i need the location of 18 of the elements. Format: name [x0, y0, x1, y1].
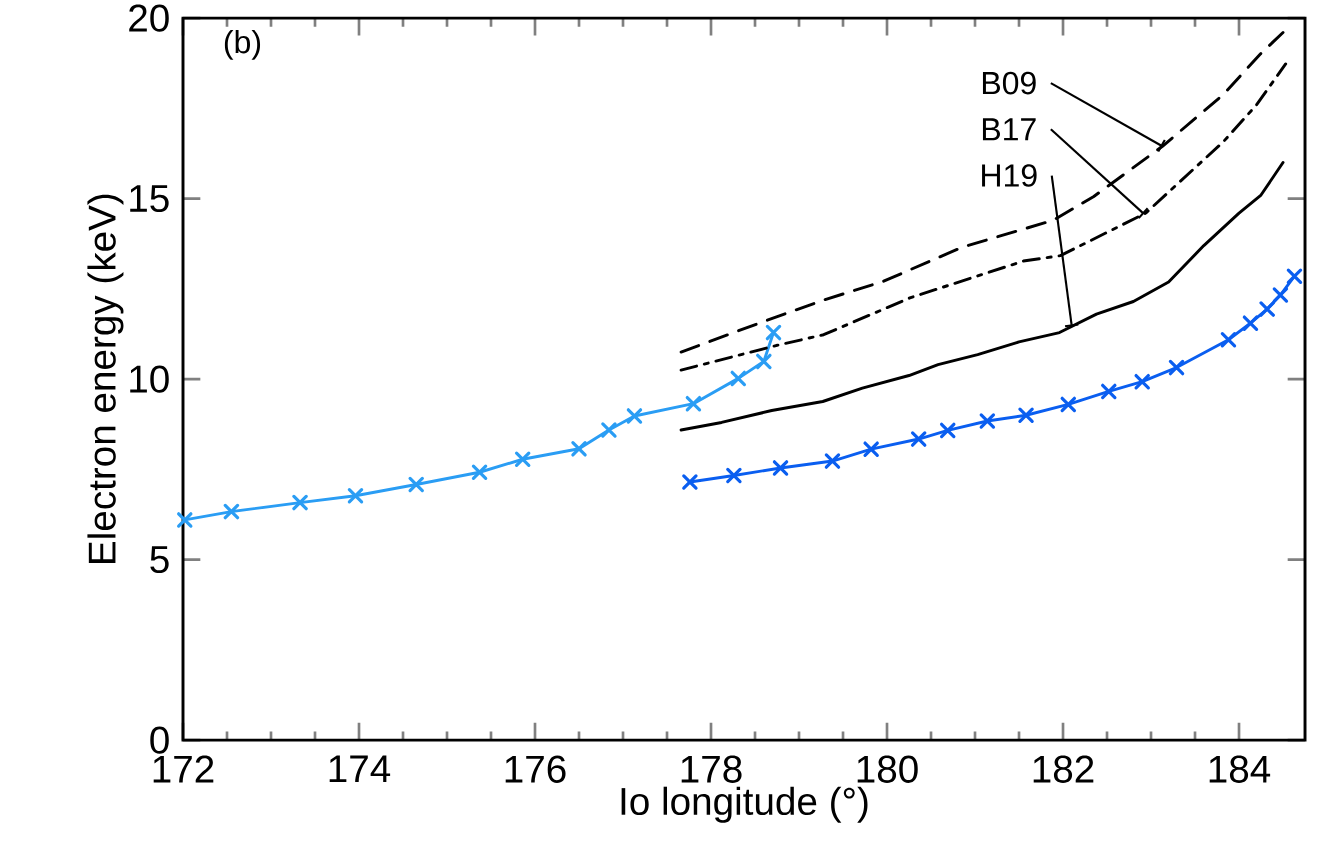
y-tick-label: 0 — [150, 726, 169, 754]
text: H19 — [982, 164, 1037, 187]
y-tick-label: 15 — [130, 185, 169, 213]
x-tick-label: 178 — [681, 755, 742, 783]
y-tick-label: 5 — [150, 546, 169, 574]
y-tick-label: 10 — [130, 365, 169, 393]
text: B09 — [982, 71, 1036, 95]
annotation: (b) — [224, 29, 261, 60]
x-tick-label: 180 — [857, 755, 918, 783]
text: B17 — [982, 118, 1036, 141]
x-tick-label: 176 — [505, 755, 566, 783]
x-axis-title: Io longitude (°) — [621, 786, 868, 823]
x-tick-label: 174 — [329, 755, 391, 783]
x-tick-label: 184 — [1209, 755, 1271, 783]
y-axis-title: Electron energy (keV) — [87, 194, 124, 563]
y-tick-label: 20 — [129, 4, 169, 32]
x-tick-label: 172 — [153, 755, 214, 783]
x-tick-label: 182 — [1033, 755, 1094, 783]
